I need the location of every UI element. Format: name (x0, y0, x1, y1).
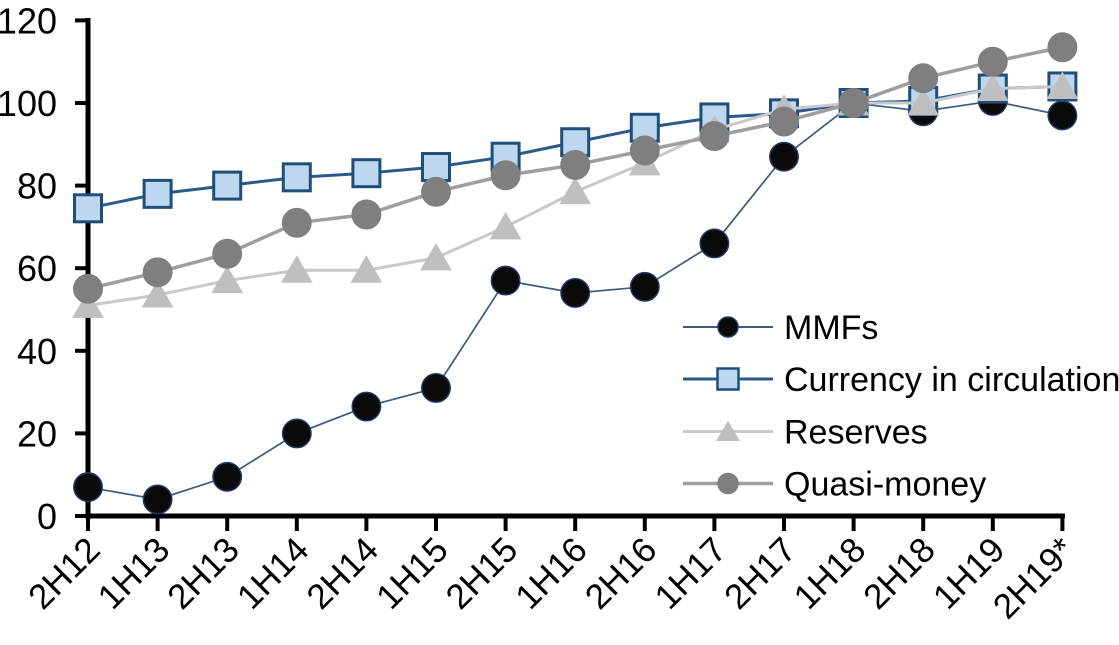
x-tick-label: 1H16 (508, 530, 595, 617)
y-tick-label: 120 (0, 0, 57, 41)
marker-currency-in-circulation (212, 170, 243, 201)
legend-label-quasi-money: Quasi-money (784, 466, 986, 504)
marker-quasi-money (977, 46, 1008, 77)
marker-quasi-money (560, 150, 591, 180)
marker-mmfs (142, 484, 173, 515)
marker-currency-in-circulation (351, 158, 382, 189)
x-tick-label: 1H14 (230, 530, 317, 617)
marker-currency-in-circulation (73, 193, 103, 224)
x-tick-label: 2H13 (160, 530, 247, 617)
marker-quasi-money (699, 121, 730, 151)
marker-mmfs (212, 461, 243, 492)
x-tick-label: 1H18 (787, 530, 874, 617)
marker-quasi-money (769, 106, 799, 137)
y-tick-label: 0 (37, 496, 57, 537)
marker-quasi-money (490, 160, 521, 191)
marker-mmfs (699, 228, 730, 259)
marker-currency-in-circulation (421, 152, 451, 183)
legend-marker-currency-in-circulation (716, 367, 740, 391)
y-tick-label: 80 (17, 166, 57, 207)
marker-reserves (72, 290, 104, 318)
marker-reserves (976, 73, 1009, 102)
marker-mmfs (560, 278, 591, 308)
marker-reserves (489, 211, 522, 240)
legend-marker-mmfs (717, 316, 739, 338)
marker-quasi-money (212, 238, 243, 269)
marker-currency-in-circulation (142, 178, 173, 209)
x-tick-label: 1H15 (369, 530, 456, 617)
marker-quasi-money (142, 257, 173, 288)
y-tick-label: 60 (17, 248, 57, 289)
x-tick-label: 2H19* (986, 530, 1083, 627)
legend-marker-reserves (716, 420, 740, 441)
marker-currency-in-circulation (281, 162, 312, 193)
x-tick-label: 2H12 (21, 530, 108, 617)
x-tick-label: 2H18 (856, 530, 943, 617)
marker-mmfs (281, 418, 312, 449)
legend-label-mmfs: MMFs (784, 309, 878, 347)
marker-mmfs (629, 271, 660, 302)
marker-reserves (280, 255, 313, 283)
marker-mmfs (769, 141, 799, 172)
marker-quasi-money (838, 88, 869, 118)
marker-reserves (420, 242, 452, 271)
marker-quasi-money (908, 63, 939, 94)
marker-quasi-money (629, 135, 660, 166)
y-tick-label: 20 (17, 413, 57, 454)
marker-mmfs (490, 265, 521, 296)
marker-quasi-money (351, 199, 382, 230)
legend-label-currency-in-circulation: Currency in circulation (784, 361, 1119, 399)
marker-quasi-money (73, 273, 103, 304)
x-tick-label: 2H15 (439, 530, 526, 617)
marker-reserves (1046, 71, 1079, 99)
x-tick-label: 2H17 (717, 530, 804, 617)
marker-mmfs (73, 472, 103, 503)
marker-reserves (350, 255, 383, 283)
legend-label-reserves: Reserves (784, 414, 928, 452)
marker-quasi-money (1047, 32, 1078, 63)
marker-reserves (211, 265, 244, 294)
marker-mmfs (351, 391, 382, 422)
marker-reserves (141, 280, 174, 308)
marker-quasi-money (281, 207, 312, 238)
y-tick-label: 40 (17, 331, 57, 372)
x-tick-label: 1H13 (91, 530, 178, 617)
y-tick-label: 100 (0, 83, 57, 124)
x-tick-label: 2H16 (578, 530, 665, 617)
legend-marker-quasi-money (717, 472, 739, 495)
marker-mmfs (421, 373, 451, 403)
marker-mmfs (1047, 100, 1078, 131)
x-tick-label: 2H14 (299, 530, 386, 617)
marker-quasi-money (421, 176, 451, 207)
marker-reserves (907, 87, 940, 116)
x-tick-label: 1H17 (647, 530, 734, 617)
marker-reserves (559, 176, 592, 205)
